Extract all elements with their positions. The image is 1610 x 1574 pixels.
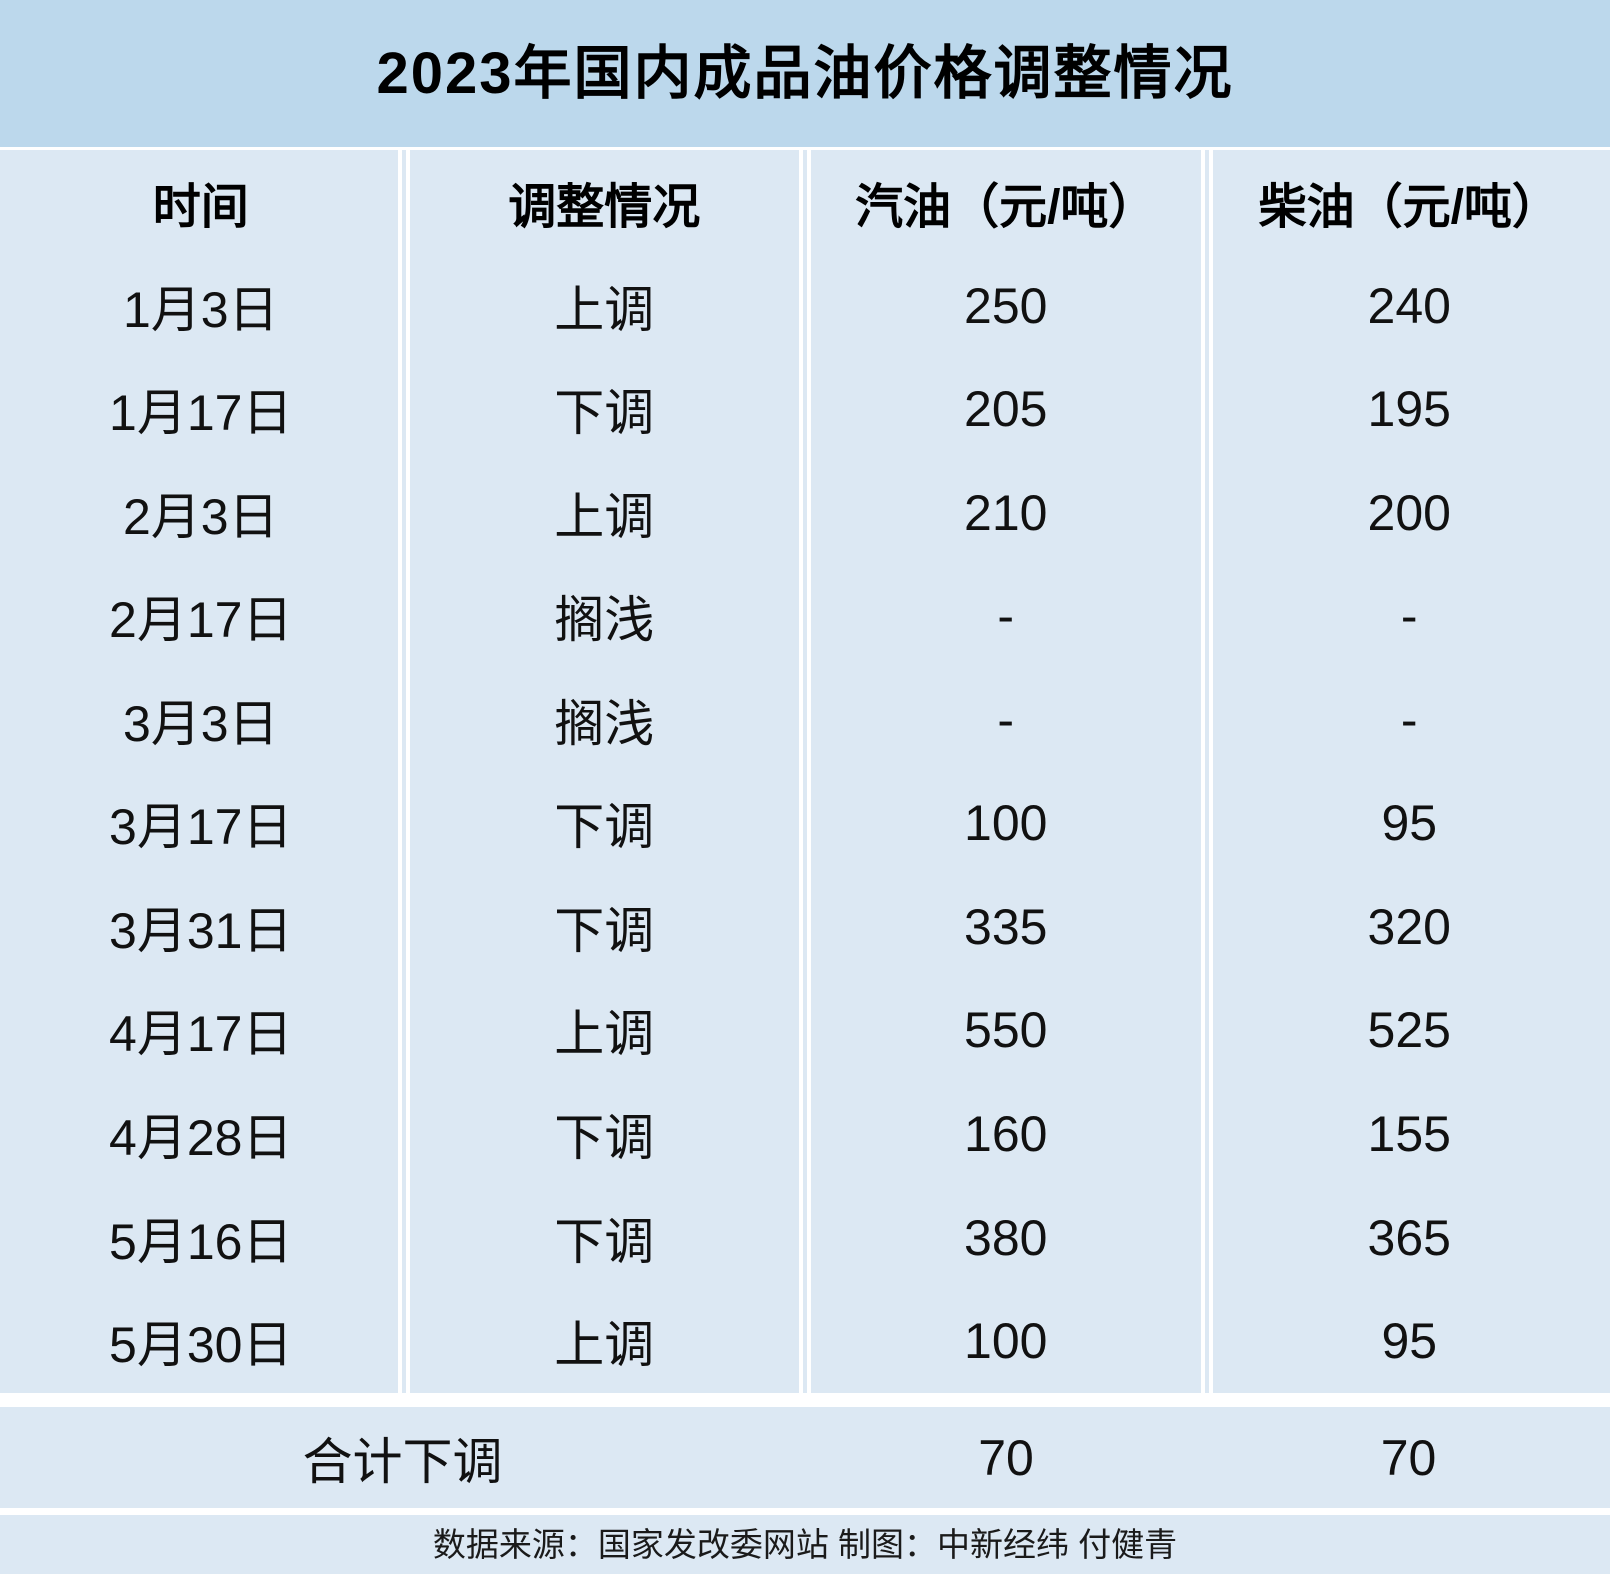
date-cell: 1月17日	[4, 357, 402, 462]
column-header-time: 时间	[4, 150, 402, 254]
diesel-cell: 365	[1208, 1185, 1606, 1290]
diesel-cell: -	[1208, 668, 1606, 772]
diesel-cell: 95	[1208, 771, 1606, 876]
diesel-cell: 320	[1208, 875, 1606, 979]
adjustment-cell: 下调	[405, 875, 803, 979]
summary-label: 合计下调	[302, 1433, 503, 1490]
table-body: 1月3日 上调 250 240 1月17日 下调 205 195 2月3日 上调…	[4, 254, 1606, 1393]
column-header-gasoline: 汽油（元/吨）	[807, 150, 1205, 254]
adjustment-cell: 搁浅	[405, 668, 803, 772]
gasoline-cell: 210	[807, 461, 1205, 565]
summary-gasoline: 70	[978, 1429, 1034, 1486]
date-cell: 2月17日	[4, 564, 402, 669]
date-cell: 3月31日	[4, 875, 402, 979]
gasoline-cell: -	[807, 668, 1205, 772]
gasoline-cell: 100	[807, 771, 1205, 876]
table-row: 4月28日 下调 160 155	[4, 1082, 1606, 1186]
adjustment-cell: 下调	[405, 1082, 803, 1186]
table-row: 1月3日 上调 250 240	[4, 254, 1606, 358]
date-cell: 3月3日	[4, 668, 402, 772]
date-cell: 4月17日	[4, 978, 402, 1083]
table-row: 3月31日 下调 335 320	[4, 875, 1606, 979]
gasoline-cell: 100	[807, 1289, 1205, 1393]
summary-diesel: 70	[1380, 1429, 1437, 1486]
adjustment-cell: 下调	[405, 1185, 803, 1290]
date-cell: 4月28日	[4, 1082, 402, 1186]
date-cell: 3月17日	[4, 771, 402, 876]
gasoline-cell: 250	[807, 254, 1205, 358]
table-header: 时间 调整情况 汽油（元/吨） 柴油（元/吨）	[4, 150, 1606, 254]
table-row: 4月17日 上调 550 525	[4, 978, 1606, 1083]
diesel-cell: 155	[1208, 1082, 1606, 1186]
adjustment-cell: 上调	[405, 1289, 803, 1393]
table-row: 1月17日 下调 205 195	[4, 357, 1606, 462]
column-header-diesel: 柴油（元/吨）	[1208, 150, 1606, 254]
gasoline-cell: 550	[807, 978, 1205, 1083]
header-row: 时间 调整情况 汽油（元/吨） 柴油（元/吨）	[4, 150, 1606, 254]
gasoline-cell: 335	[807, 875, 1205, 979]
date-cell: 2月3日	[4, 461, 402, 565]
table-row: 2月3日 上调 210 200	[4, 461, 1606, 565]
table-row: 5月30日 上调 100 95	[4, 1289, 1606, 1393]
gasoline-cell: -	[807, 564, 1205, 669]
gasoline-cell: 380	[807, 1185, 1205, 1290]
price-table: 时间 调整情况 汽油（元/吨） 柴油（元/吨） 1月3日 上调 250 240 …	[0, 150, 1610, 1393]
diesel-cell: 195	[1208, 357, 1606, 462]
diesel-cell: 95	[1208, 1289, 1606, 1393]
table-row: 2月17日 搁浅 - -	[4, 564, 1606, 669]
adjustment-cell: 下调	[405, 771, 803, 876]
page-title: 2023年国内成品油价格调整情况	[0, 0, 1610, 147]
diesel-cell: -	[1208, 564, 1606, 669]
diesel-cell: 525	[1208, 978, 1606, 1083]
column-header-adjustment: 调整情况	[405, 150, 803, 254]
diesel-cell: 240	[1208, 254, 1606, 358]
table-row: 3月3日 搁浅 - -	[4, 668, 1606, 772]
data-source: 数据来源：国家发改委网站 制图：中新经纬 付健青	[0, 1515, 1610, 1574]
date-cell: 5月16日	[4, 1185, 402, 1290]
gasoline-cell: 160	[807, 1082, 1205, 1186]
adjustment-cell: 上调	[405, 254, 803, 358]
adjustment-cell: 下调	[405, 357, 803, 462]
diesel-cell: 200	[1208, 461, 1606, 565]
table-row: 5月16日 下调 380 365	[4, 1185, 1606, 1290]
adjustment-cell: 上调	[405, 461, 803, 565]
summary-row: 合计下调 70 70	[0, 1407, 1610, 1508]
gasoline-cell: 205	[807, 357, 1205, 462]
adjustment-cell: 搁浅	[405, 564, 803, 669]
date-cell: 1月3日	[4, 254, 402, 358]
date-cell: 5月30日	[4, 1289, 402, 1393]
table-row: 3月17日 下调 100 95	[4, 771, 1606, 876]
adjustment-cell: 上调	[405, 978, 803, 1083]
